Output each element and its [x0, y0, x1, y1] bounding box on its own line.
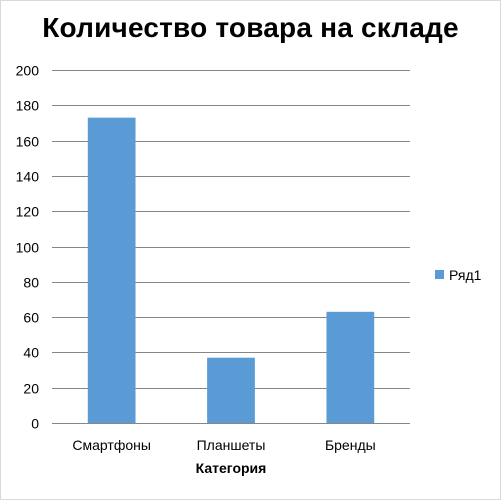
x-tick-label: Смартфоны [72, 437, 151, 453]
bar-2 [207, 358, 255, 423]
y-tick-label: 120 [16, 204, 40, 220]
legend-swatch [435, 270, 444, 279]
y-tick-label: 0 [31, 416, 39, 432]
y-tick-label: 160 [16, 134, 40, 150]
y-tick-label: 100 [16, 240, 40, 256]
y-tick-label: 140 [16, 169, 40, 185]
y-tick-label: 40 [23, 345, 39, 361]
x-tick-label: Бренды [325, 437, 376, 453]
bar-3 [326, 312, 374, 423]
y-tick-label: 60 [23, 310, 39, 326]
y-tick-label: 200 [16, 63, 40, 79]
y-tick-label: 80 [23, 275, 39, 291]
bar-1 [88, 118, 136, 423]
legend-label-series-1: Ряд1 [449, 267, 482, 283]
x-axis-tick-labels: Смартфоны Планшеты Бренды [72, 437, 375, 453]
legend: Ряд1 [435, 267, 482, 283]
bars [88, 118, 374, 423]
x-tick-label: Планшеты [197, 437, 266, 453]
y-tick-label: 180 [16, 98, 40, 114]
x-axis-title: Категория [196, 460, 267, 476]
y-axis-tick-labels: 0 20 40 60 80 100 120 140 160 180 200 [16, 63, 40, 432]
y-tick-label: 20 [23, 381, 39, 397]
